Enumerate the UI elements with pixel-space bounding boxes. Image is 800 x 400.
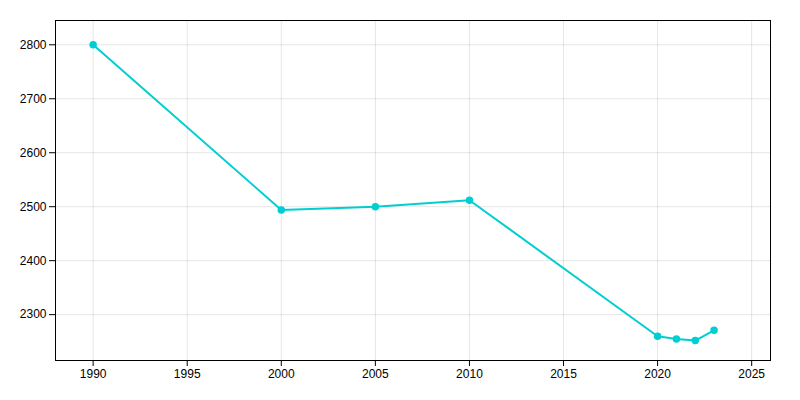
svg-text:2400: 2400 <box>20 253 47 267</box>
svg-text:2500: 2500 <box>20 200 47 214</box>
svg-text:1990: 1990 <box>80 367 107 381</box>
svg-text:2010: 2010 <box>456 367 483 381</box>
svg-text:2020: 2020 <box>644 367 671 381</box>
svg-text:2025: 2025 <box>738 367 765 381</box>
svg-text:2005: 2005 <box>362 367 389 381</box>
svg-text:1995: 1995 <box>174 367 201 381</box>
svg-text:2015: 2015 <box>550 367 577 381</box>
svg-text:2300: 2300 <box>20 307 47 321</box>
svg-text:2000: 2000 <box>268 367 295 381</box>
svg-text:2600: 2600 <box>20 146 47 160</box>
svg-text:2800: 2800 <box>20 38 47 52</box>
svg-text:2700: 2700 <box>20 92 47 106</box>
